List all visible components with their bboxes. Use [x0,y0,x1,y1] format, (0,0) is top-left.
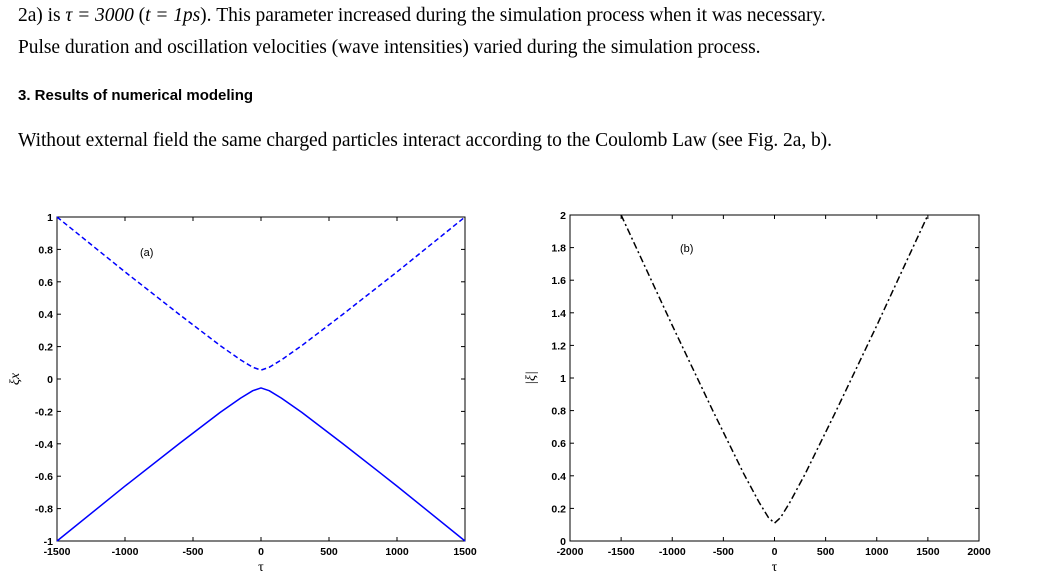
y-tick-label: 0.8 [38,244,53,256]
x-tick-label: -500 [182,546,203,558]
y-tick-label: 1.6 [551,275,566,287]
chart-a: -1500 -1000 -500 0 500 1000 1500 -1 -0.8 -0.6 -0.4… [8,212,477,575]
x-tick-label: 0 [772,546,778,558]
x-tick-label: -500 [713,546,734,558]
y-axis-label-a: ξx [8,372,23,385]
x-tick-label: -1500 [44,546,71,558]
math-tau-value: τ = 3000 [65,5,134,26]
y-tick-label: -0.4 [35,439,53,451]
y-tick-label: -1 [44,536,53,548]
y-tick-label: 0.8 [551,406,566,418]
x-tick-label: -1000 [659,546,686,558]
body-text-line-2: Pulse duration and oscillation velocitie… [18,37,761,58]
y-tick-label: 0.4 [551,471,566,483]
x-tick-label: 1500 [453,546,477,558]
y-axis-label-b: |ξ| [524,371,539,385]
panel-label-a: (a) [140,247,153,259]
series-line-a-2 [56,387,466,542]
x-tick-label: 0 [258,546,264,558]
figure-2: -1500 -1000 -500 0 500 1000 1500-1-0.8-0.6-0.4… [8,210,991,575]
x-tick-label: 500 [320,546,338,558]
x-tick-label: -1000 [112,546,139,558]
y-tick-label: 0.2 [38,342,53,354]
body-text-line-1: 2a) is τ = 3000 (t = 1ps). This paramete… [18,4,826,28]
y-tick-label: 0.6 [38,277,53,289]
x-tick-label: 1000 [865,546,889,558]
y-tick-label: 0 [560,536,566,548]
y-tick-label: 1.2 [551,340,566,352]
series-line-a-1 [56,216,466,371]
x-tick-label: 1000 [385,546,409,558]
text-run: ). This parameter increased during the s… [200,5,826,26]
x-tick-label: 500 [817,546,835,558]
y-tick-label: -0.2 [35,406,53,418]
chart-b: -2000 -1500 -1000 -500 0 500 1000 1500 2000 0 0.2 0… [524,210,991,575]
y-tick-label: 1.4 [551,308,566,320]
panel-label-b: (b) [680,243,693,255]
plot-frame-b [569,214,980,542]
text-run: ( [133,5,146,26]
x-axis-label-a: τ [258,560,264,575]
y-tick-label: 1.8 [551,243,566,255]
section-heading: 3. Results of numerical modeling [18,87,254,104]
y-tick-label: 0.4 [38,309,53,321]
x-axis-label-b: τ [772,560,778,575]
y-tick-label: 0 [47,374,53,386]
y-tick-label: 1 [47,212,53,224]
x-tick-label: -1500 [608,546,635,558]
math-t-value: t = 1ps [145,5,201,26]
text-run: 2a) is [18,5,66,26]
y-tick-label: -0.6 [35,471,53,483]
series-line-b-1 [620,214,929,524]
x-tick-label: 2000 [967,546,991,558]
y-tick-label: 2 [560,210,566,222]
x-tick-label: 1500 [916,546,940,558]
y-tick-label: 0.2 [551,503,566,515]
body-text-line-3: Without external field the same charged … [18,130,832,151]
y-tick-label: 0.6 [551,438,566,450]
x-tick-label: -2000 [557,546,584,558]
y-tick-label: -0.8 [35,504,53,516]
y-tick-label: 1 [560,373,566,385]
